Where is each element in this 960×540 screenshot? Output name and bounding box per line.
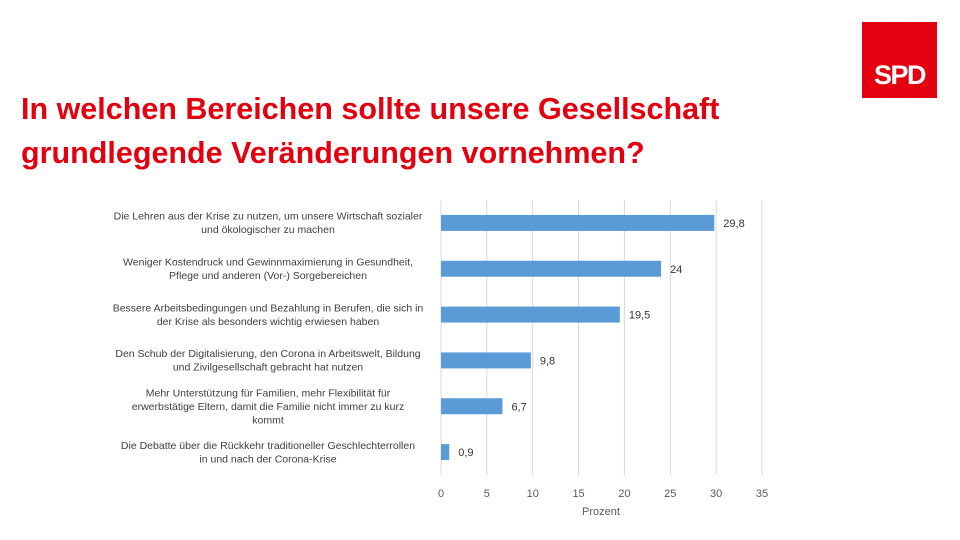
x-tick-label: 5 bbox=[484, 488, 490, 500]
data-label: 24 bbox=[670, 264, 682, 276]
bar bbox=[441, 260, 662, 277]
data-label: 19,5 bbox=[629, 310, 650, 322]
x-tick-label: 25 bbox=[664, 488, 676, 500]
x-axis-ticks: 0 5 10 15 20 25 30 35 bbox=[438, 488, 768, 500]
data-label: 29,8 bbox=[723, 218, 744, 230]
category-label: Bessere Arbeitsbedingungen und Bezahlung… bbox=[113, 302, 424, 328]
value-labels: 29,8 24 19,5 9,8 6,7 0,9 bbox=[458, 218, 744, 459]
x-tick-label: 15 bbox=[572, 488, 584, 500]
title-line-2: grundlegende Veränderungen vornehmen? bbox=[21, 136, 645, 170]
bar bbox=[441, 214, 715, 231]
logo-text: SPD bbox=[873, 60, 927, 90]
data-label: 9,8 bbox=[540, 355, 555, 367]
category-label: Die Lehren aus der Krise zu nutzen, um u… bbox=[114, 211, 423, 237]
x-tick-label: 0 bbox=[438, 488, 444, 500]
x-tick-label: 10 bbox=[527, 488, 539, 500]
data-label: 6,7 bbox=[511, 401, 526, 413]
category-label: Mehr Unterstützung für Familien, mehr Fl… bbox=[132, 387, 405, 426]
x-tick-label: 35 bbox=[756, 488, 768, 500]
bar bbox=[441, 398, 503, 415]
bars bbox=[441, 214, 715, 461]
bar bbox=[441, 444, 450, 461]
bar bbox=[441, 306, 620, 323]
bar bbox=[441, 352, 531, 369]
x-tick-label: 20 bbox=[618, 488, 630, 500]
category-label: Den Schub der Digitalisierung, den Coron… bbox=[115, 348, 420, 374]
gridlines bbox=[440, 200, 763, 475]
x-axis-title: Prozent bbox=[582, 506, 620, 518]
data-label: 0,9 bbox=[458, 447, 473, 459]
category-label: Die Debatte über die Rückkehr traditione… bbox=[121, 440, 415, 466]
page-title: In welchen Bereichen sollte unsere Gesel… bbox=[21, 87, 851, 175]
x-tick-label: 30 bbox=[710, 488, 722, 500]
spd-logo: SPD bbox=[862, 22, 937, 98]
category-labels: Die Lehren aus der Krise zu nutzen, um u… bbox=[113, 211, 424, 466]
category-label: Weniger Kostendruck und Gewinnmaximierun… bbox=[123, 257, 413, 283]
title-line-1: In welchen Bereichen sollte unsere Gesel… bbox=[21, 92, 720, 126]
